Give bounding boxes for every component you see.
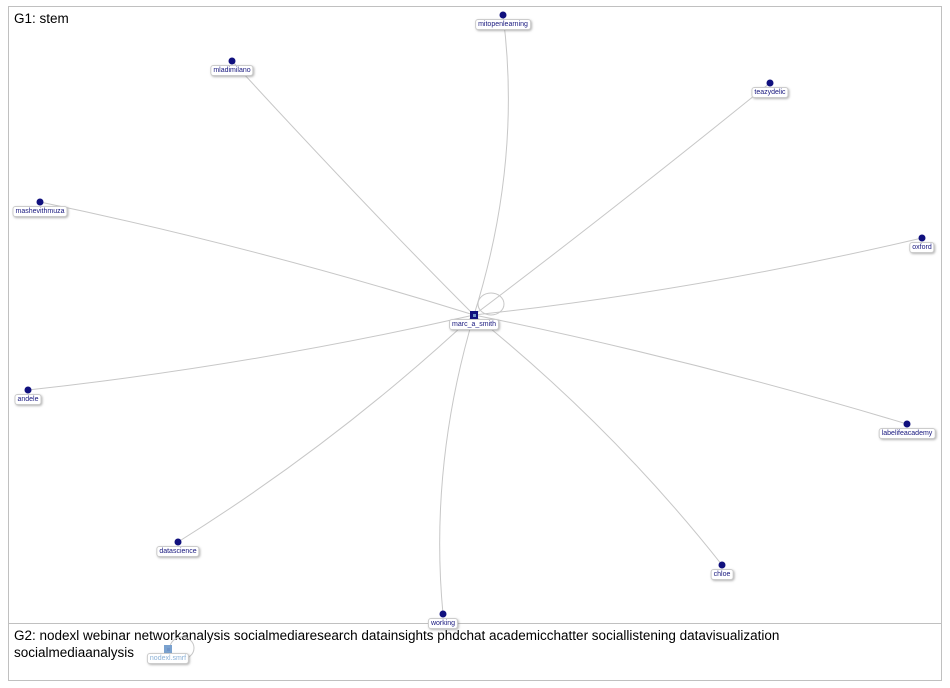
vertex-label-chloe[interactable]: chloe: [710, 569, 734, 580]
vertex-datascience[interactable]: [174, 538, 182, 546]
vertex-oxford[interactable]: [918, 234, 926, 242]
vertex-mitopenlearning[interactable]: [499, 11, 507, 19]
vertex-andele[interactable]: [24, 386, 32, 394]
group-g2-label: G2: nodexl webinar networkanalysis socia…: [14, 628, 780, 660]
vertex-label-andele[interactable]: andele: [14, 394, 42, 405]
vertex-label-datascience[interactable]: datascience: [156, 546, 200, 557]
vertex-label-mitopenlearning[interactable]: mitopenlearning: [475, 19, 531, 30]
vertex-marc_a_smith[interactable]: [470, 311, 478, 319]
vertex-label-nodexl_smrf[interactable]: nodexl.smrf: [146, 653, 190, 664]
vertex-label-mashevithmuza[interactable]: mashevithmuza: [12, 206, 68, 217]
vertex-working[interactable]: [439, 610, 447, 618]
vertex-label-marc_a_smith[interactable]: marc_a_smith: [449, 319, 499, 330]
vertex-chloe[interactable]: [718, 561, 726, 569]
vertex-mashevithmuza[interactable]: [36, 198, 44, 206]
vertex-label-mladimilano[interactable]: mladimilano: [210, 65, 254, 76]
vertex-labelifeacademy[interactable]: [903, 420, 911, 428]
vertex-teazydelic[interactable]: [766, 79, 774, 87]
vertex-label-working[interactable]: working: [427, 618, 459, 629]
vertex-image-inner: [166, 647, 170, 651]
vertex-mladimilano[interactable]: [228, 57, 236, 65]
vertex-label-oxford[interactable]: oxford: [909, 242, 935, 253]
vertex-image-inner: [472, 313, 476, 317]
group-g2-box: G2: nodexl webinar networkanalysis socia…: [8, 623, 942, 681]
vertex-label-labelifeacademy[interactable]: labelifeacademy: [878, 428, 936, 439]
vertex-nodexl_smrf[interactable]: [164, 645, 172, 653]
vertex-label-teazydelic[interactable]: teazydelic: [751, 87, 789, 98]
group-g1-label: G1: stem: [14, 11, 69, 26]
